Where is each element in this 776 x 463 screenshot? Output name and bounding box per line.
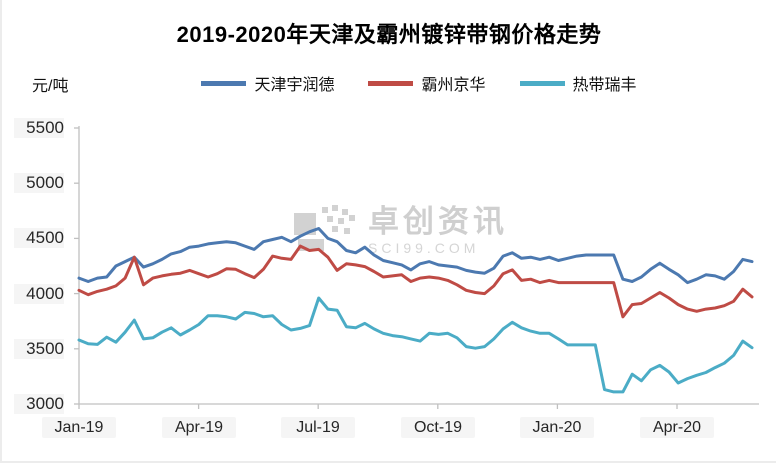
x-tick-label: Oct-19 xyxy=(401,417,475,438)
x-tick-label: Jan-19 xyxy=(42,417,116,438)
y-tick-label: 3000 xyxy=(14,394,64,414)
legend-item-tianjin-yurunde: 天津宇润德 xyxy=(201,71,334,95)
x-tick-label: Jan-20 xyxy=(520,417,594,438)
legend-line-swatch-blue xyxy=(201,80,247,86)
y-tick-label: 4500 xyxy=(14,228,64,248)
chart-title: 2019-2020年天津及霸州镀锌带钢价格走势 xyxy=(176,22,602,47)
watermark-name: 卓创资讯 xyxy=(368,204,508,239)
y-tick-label: 4000 xyxy=(14,284,64,304)
y-tick-label: 5000 xyxy=(14,173,64,193)
watermark-domain: SCI99.COM xyxy=(368,240,480,256)
y-tick-label: 3500 xyxy=(14,339,64,359)
legend-item-bazhou-jinghua: 霸州京华 xyxy=(368,71,486,95)
x-tick-label: Jul-19 xyxy=(281,417,355,438)
legend-label: 热带瑞丰 xyxy=(572,77,637,94)
x-tick-label: Apr-19 xyxy=(162,417,236,438)
legend-line-swatch-teal xyxy=(519,80,565,86)
legend-line-swatch-red xyxy=(368,80,414,86)
x-tick-label: Apr-20 xyxy=(640,417,714,438)
legend: 天津宇润德 霸州京华 热带瑞丰 xyxy=(79,70,759,96)
y-tick-label: 5500 xyxy=(14,118,64,138)
y-axis-unit-label: 元/吨 xyxy=(32,78,69,95)
sci-logo-icon xyxy=(294,205,358,255)
watermark: 卓创资讯 SCI99.COM xyxy=(294,205,508,256)
legend-label: 天津宇润德 xyxy=(254,77,335,94)
legend-label: 霸州京华 xyxy=(421,77,486,94)
legend-item-redai-ruifeng: 热带瑞丰 xyxy=(519,71,637,95)
